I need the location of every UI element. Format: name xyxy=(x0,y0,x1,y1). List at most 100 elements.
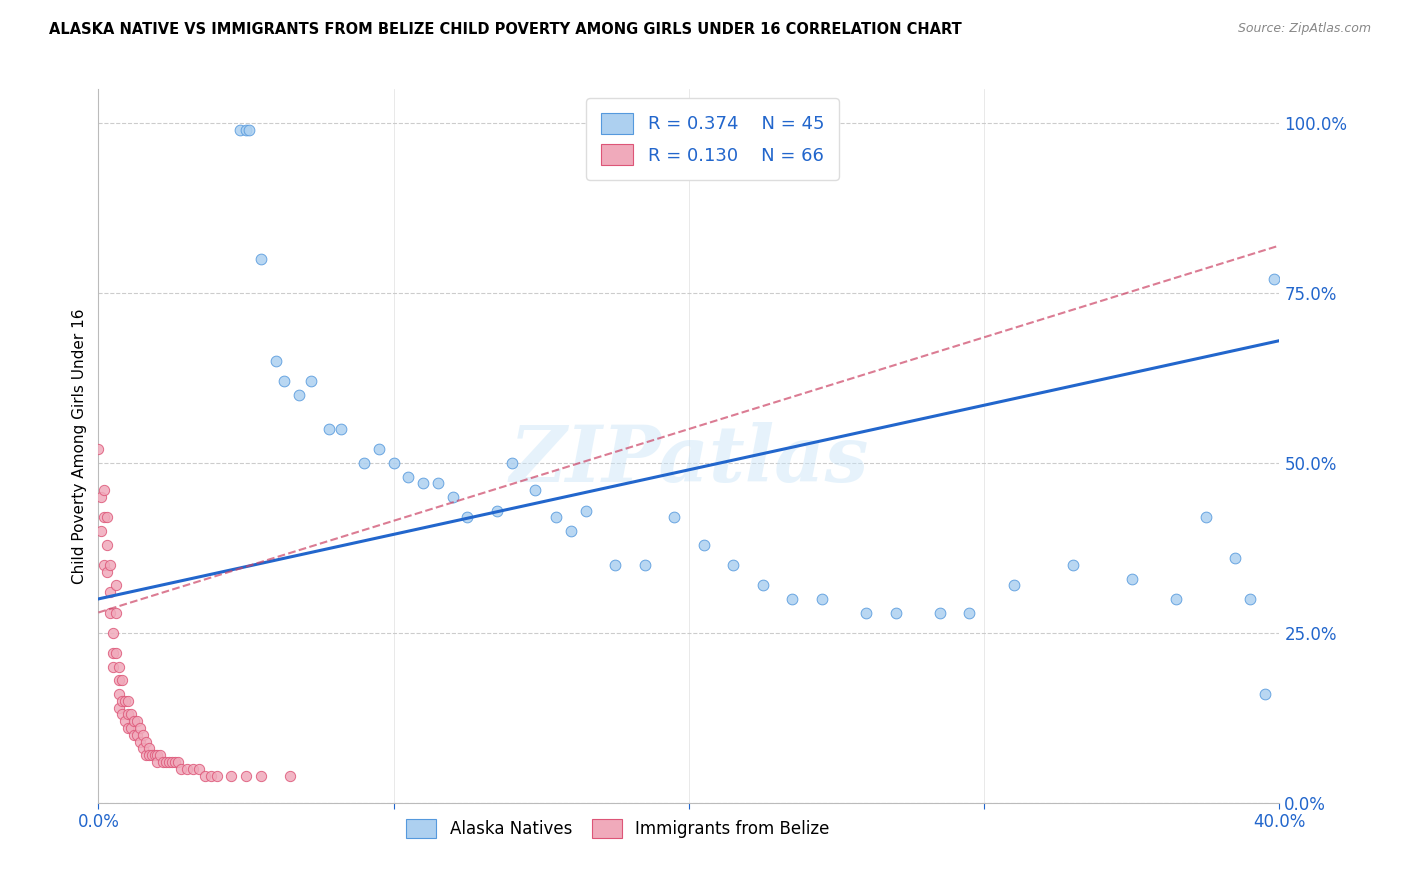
Point xyxy=(117,707,139,722)
Point xyxy=(250,769,273,783)
Point xyxy=(176,762,198,776)
Point xyxy=(103,626,125,640)
Point xyxy=(299,375,322,389)
Point xyxy=(165,755,187,769)
Point xyxy=(105,646,128,660)
Point xyxy=(135,748,157,763)
Point xyxy=(108,660,131,674)
Point xyxy=(752,578,775,592)
Point xyxy=(205,769,228,783)
Point xyxy=(1254,687,1277,701)
Point xyxy=(250,252,273,266)
Point xyxy=(1062,558,1084,572)
Point xyxy=(221,769,243,783)
Point xyxy=(132,741,155,756)
Point xyxy=(103,646,125,660)
Point xyxy=(229,123,252,137)
Point xyxy=(96,537,118,551)
Point xyxy=(398,469,420,483)
Point xyxy=(141,748,163,763)
Point xyxy=(1121,572,1143,586)
Point xyxy=(105,606,128,620)
Point xyxy=(167,755,190,769)
Point xyxy=(959,606,981,620)
Point xyxy=(87,442,110,457)
Point xyxy=(93,510,115,524)
Point xyxy=(634,558,657,572)
Point xyxy=(693,537,716,551)
Point xyxy=(103,660,125,674)
Point xyxy=(288,388,311,402)
Point xyxy=(855,606,877,620)
Point xyxy=(111,707,134,722)
Text: ZIPatlas: ZIPatlas xyxy=(509,422,869,499)
Y-axis label: Child Poverty Among Girls Under 16: Child Poverty Among Girls Under 16 xyxy=(72,309,87,583)
Point xyxy=(111,694,134,708)
Point xyxy=(155,755,177,769)
Point xyxy=(353,456,375,470)
Legend: Alaska Natives, Immigrants from Belize: Alaska Natives, Immigrants from Belize xyxy=(399,812,837,845)
Point xyxy=(90,524,112,538)
Point xyxy=(120,707,142,722)
Point xyxy=(273,375,295,389)
Point xyxy=(146,755,169,769)
Point xyxy=(128,734,150,748)
Point xyxy=(149,748,172,763)
Point xyxy=(117,694,139,708)
Point xyxy=(412,476,434,491)
Point xyxy=(605,558,627,572)
Point xyxy=(152,755,174,769)
Point xyxy=(1225,551,1247,566)
Point xyxy=(125,728,148,742)
Point xyxy=(114,694,136,708)
Point xyxy=(575,503,598,517)
Point xyxy=(122,714,145,729)
Point xyxy=(782,591,804,606)
Point xyxy=(93,558,115,572)
Point xyxy=(98,558,121,572)
Point xyxy=(457,510,479,524)
Point xyxy=(441,490,464,504)
Point xyxy=(122,728,145,742)
Point xyxy=(98,606,121,620)
Point xyxy=(264,354,287,368)
Point xyxy=(368,442,391,457)
Point xyxy=(884,606,907,620)
Point xyxy=(117,721,139,735)
Point xyxy=(929,606,952,620)
Point xyxy=(128,721,150,735)
Point xyxy=(162,755,183,769)
Point xyxy=(382,456,405,470)
Point xyxy=(135,734,157,748)
Point xyxy=(96,565,118,579)
Point xyxy=(181,762,204,776)
Point xyxy=(146,748,169,763)
Point xyxy=(200,769,222,783)
Point xyxy=(138,748,160,763)
Point xyxy=(560,524,582,538)
Point xyxy=(1195,510,1218,524)
Point xyxy=(427,476,450,491)
Point xyxy=(114,714,136,729)
Point xyxy=(98,585,121,599)
Text: Source: ZipAtlas.com: Source: ZipAtlas.com xyxy=(1237,22,1371,36)
Point xyxy=(329,422,352,436)
Point xyxy=(138,741,160,756)
Point xyxy=(238,123,260,137)
Point xyxy=(108,673,131,688)
Point xyxy=(143,748,166,763)
Point xyxy=(108,700,131,714)
Point xyxy=(194,769,217,783)
Point xyxy=(723,558,745,572)
Point xyxy=(664,510,686,524)
Point xyxy=(318,422,340,436)
Point xyxy=(235,123,257,137)
Point xyxy=(1002,578,1025,592)
Point xyxy=(105,578,128,592)
Point xyxy=(1166,591,1188,606)
Point xyxy=(235,769,257,783)
Point xyxy=(90,490,112,504)
Point xyxy=(132,728,155,742)
Point xyxy=(157,755,180,769)
Point xyxy=(1239,591,1261,606)
